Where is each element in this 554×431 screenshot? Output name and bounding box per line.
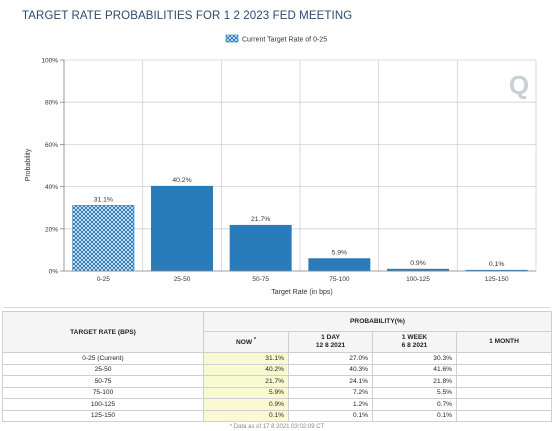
probability-table-wrap: TARGET RATE (BPS) PROBABILITY(%) NOW * 1… [2,311,552,431]
y-tick-label: 20% [45,226,58,233]
row-1-day-value: 24.1% [288,375,373,388]
x-tick-label: 100-125 [406,276,430,283]
row-1-day-value: 40.3% [288,363,373,376]
row-target-rate: 75-100 [2,386,204,399]
row-now-value: 31.1% [203,352,289,365]
page-title: TARGET RATE PROBABILITIES FOR 1 2 2023 F… [22,10,353,22]
chart-panel: Current Target Rate of 0-25 31.1% 40.2% 21… [4,26,550,308]
row-1-week-value: 21.8% [372,375,457,388]
table-row: 75-100 5.9% 7.2% 5.5% [2,386,552,399]
row-now-value: 0.9% [203,398,289,411]
row-now-value: 5.9% [203,386,289,399]
y-tick-label: 100% [41,58,58,65]
legend-label: Current Target Rate of 0-25 [242,37,327,44]
row-1-week-value: 0.7% [372,398,457,411]
bar-value-label: 0.1% [489,261,505,268]
bar-75-100[interactable] [308,258,371,272]
row-1-month-value [455,363,552,376]
bar-25-50[interactable] [151,185,213,272]
probability-bar-chart: Current Target Rate of 0-25 31.1% 40.2% 21… [25,34,537,296]
row-target-rate: 25-50 [2,363,204,376]
row-1-day-value: 7.2% [288,386,373,399]
bar-value-label: 21.7% [251,216,270,223]
bar-value-label: 5.9% [332,250,348,257]
x-tick-label: 25-50 [174,276,191,283]
y-tick-label: 60% [45,142,58,149]
bar-50-75[interactable] [229,224,292,272]
row-1-month-value [455,352,552,365]
table-row: 25-50 40.2% 40.3% 41.6% [2,363,552,376]
row-1-month-value [455,398,552,411]
watermark-logo: Q [509,70,529,100]
y-axis: 0% 20% 40% 60% 80% 100% [41,58,65,276]
y-axis-title: Probability [25,148,32,181]
y-tick-label: 0% [49,269,59,276]
row-1-month-value [455,375,552,388]
bar-0-25[interactable] [72,205,135,272]
header-1-week: 1 WEEK 6 8 2021 [372,331,457,353]
row-1-week-value: 30.3% [372,352,457,365]
table-row: 0-25 (Current) 31.1% 27.0% 30.3% [2,352,552,365]
bar-value-label: 0.9% [410,260,426,267]
bar-value-label: 31.1% [94,196,113,203]
chart-grid [63,59,537,272]
row-1-week-value: 0.1% [372,409,457,422]
row-target-rate: 50-75 [2,375,204,388]
legend-swatch [225,34,239,43]
row-1-day-value: 0.1% [288,409,373,422]
table-row: 100-125 0.9% 1.2% 0.7% [2,398,552,411]
row-target-rate: 0-25 (Current) [2,352,204,365]
header-probability: PROBABILITY(%) [202,311,552,332]
row-target-rate: 100-125 [2,398,204,411]
table-row: 125-150 0.1% 0.1% 0.1% [2,409,552,422]
row-1-day-value: 27.0% [288,352,373,365]
x-tick-label: 125-150 [485,276,509,283]
x-tick-label: 0-25 [97,276,110,283]
x-tick-label: 75-100 [329,276,350,283]
row-1-day-value: 1.2% [288,398,373,411]
row-1-week-value: 41.6% [372,363,457,376]
table-footnote: * Data as of 17 8 2021 03:02:09 CT [229,424,325,430]
x-axis-title: Target Rate (in bps) [271,289,332,296]
row-1-week-value: 5.5% [372,386,457,399]
chart-bars: 31.1% 40.2% 21.7% 5.9% 0.9% 0.1% [72,177,528,272]
row-1-month-value [455,386,552,399]
chart-legend[interactable]: Current Target Rate of 0-25 [225,34,327,44]
x-tick-label: 50-75 [252,276,269,283]
row-now-value: 0.1% [203,409,289,422]
bar-value-label: 40.2% [172,177,191,184]
probability-table: TARGET RATE (BPS) PROBABILITY(%) NOW * 1… [2,311,552,422]
x-axis: 0-25 25-50 50-75 75-100 100-125 125-150 [64,270,536,283]
header-target-rate: TARGET RATE (BPS) [2,311,204,353]
row-now-value: 40.2% [203,363,289,376]
header-1-month: 1 MONTH [455,331,552,353]
y-tick-label: 80% [45,100,58,107]
y-tick-label: 40% [45,184,58,191]
header-1-day: 1 DAY 12 8 2021 [288,331,373,353]
header-now: NOW * [203,331,289,353]
row-1-month-value [455,409,552,422]
row-target-rate: 125-150 [2,409,204,422]
table-row: 50-75 21.7% 24.1% 21.8% [2,375,552,388]
row-now-value: 21.7% [203,375,289,388]
